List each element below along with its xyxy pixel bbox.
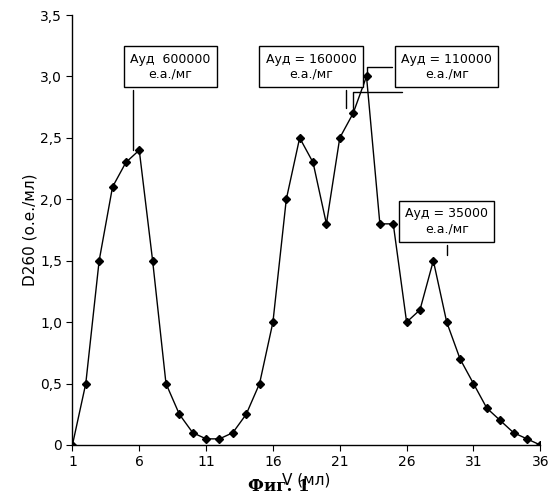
Text: Ауд = 35000
е.а./мг: Ауд = 35000 е.а./мг	[405, 208, 488, 256]
Text: Ауд  600000
е.а./мг: Ауд 600000 е.а./мг	[130, 52, 211, 150]
Text: Ауд = 160000
е.а./мг: Ауд = 160000 е.а./мг	[266, 52, 356, 108]
X-axis label: V (мл): V (мл)	[282, 472, 330, 487]
Y-axis label: D260 (о.е./мл): D260 (о.е./мл)	[22, 174, 37, 286]
Text: Ауд = 110000
е.а./мг: Ауд = 110000 е.а./мг	[367, 52, 492, 80]
Text: Фиг. 1: Фиг. 1	[248, 478, 309, 495]
